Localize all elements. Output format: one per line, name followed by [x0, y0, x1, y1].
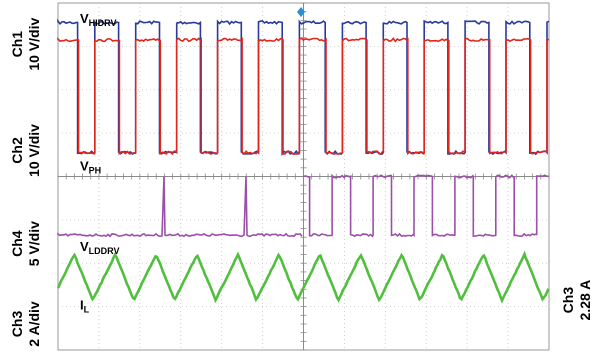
trace-line: [57, 176, 303, 238]
channel-label-ch1: Ch110 V/div: [9, 18, 42, 71]
trace-line: [56, 250, 550, 304]
trace-line: [57, 36, 304, 156]
channel-label-ch2: Ch210 V/div: [9, 124, 42, 177]
channel-label-ch3: Ch32 A/div: [9, 301, 42, 347]
trace-vph: [57, 36, 550, 156]
trace-line: [302, 173, 549, 238]
channel-label-ch4: Ch45 V/div: [9, 221, 42, 266]
trace-line: [302, 37, 550, 156]
label-vph: VPH: [80, 159, 101, 176]
trace-vhidrv: [57, 18, 550, 156]
label-il: IL: [80, 297, 90, 314]
scope-grid: [57, 2, 550, 351]
trace-il: [56, 250, 550, 304]
channel-scale-labels: Ch110 V/div Ch210 V/div Ch45 V/div Ch32 A/d…: [9, 18, 593, 347]
trigger-arrow-icon: [297, 7, 305, 17]
trace-vlddrv: [57, 173, 549, 238]
label-vlddrv: VLDDRV: [80, 239, 120, 256]
trace-line: [57, 18, 304, 156]
trace-line: [302, 19, 550, 156]
label-vhidrv: VHIDRV: [80, 11, 117, 28]
trigger-marker: [297, 7, 305, 17]
channel-label-ch3-offset: Ch32.28 A: [560, 280, 593, 321]
scope-traces: [56, 18, 550, 304]
trace-labels: VHIDRV VPH VLDDRV IL: [80, 11, 120, 314]
